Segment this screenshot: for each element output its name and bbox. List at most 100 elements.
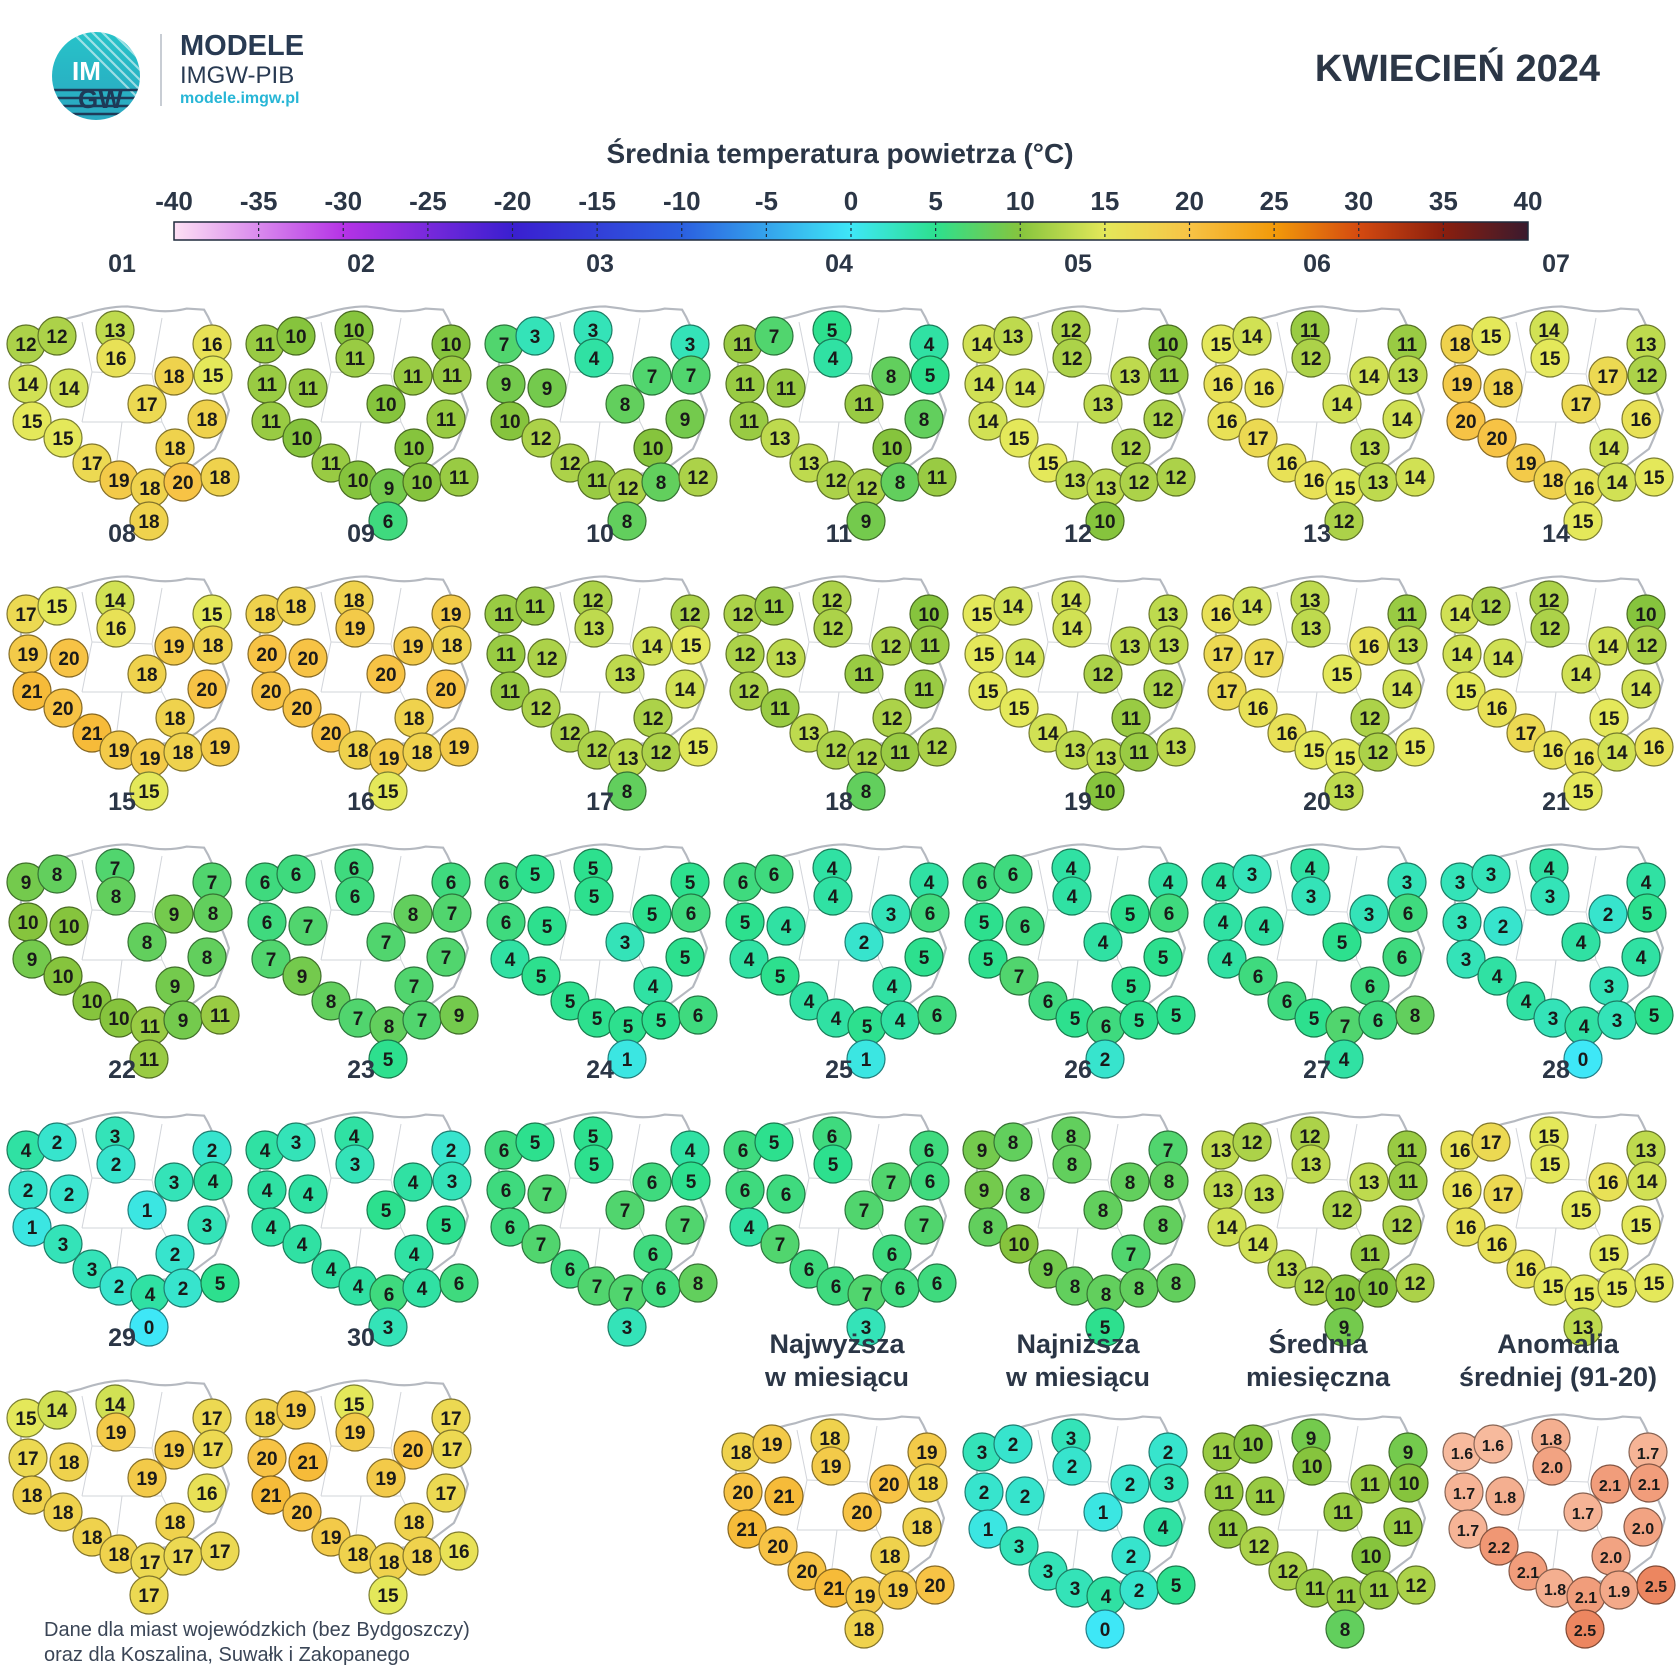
city-value: 16 [448, 1542, 469, 1563]
city-marker [368, 1039, 408, 1079]
city-value: 5 [862, 1017, 873, 1038]
city-value: 6 [656, 1279, 667, 1300]
city-marker [1085, 1609, 1125, 1649]
city-value: 15 [1331, 665, 1353, 686]
color-scale: -40 -35 -30 -25 -20 -15 -10 -5 0 5 10 15 20 25 30 35 40 [155, 186, 1542, 241]
city-marker [1477, 1224, 1517, 1264]
city-value: 14 [1391, 680, 1413, 701]
city-value: 13 [1157, 605, 1178, 626]
city-marker [251, 401, 291, 441]
city-marker [1005, 638, 1045, 678]
city-value: 7 [886, 1173, 897, 1194]
city-value: 11 [854, 665, 875, 686]
city-marker [426, 1473, 466, 1513]
city-marker [754, 1122, 794, 1162]
city-value: 17 [1247, 429, 1268, 450]
city-marker [846, 501, 886, 541]
city-value: 17 [1492, 1185, 1513, 1206]
city-marker [1156, 995, 1196, 1035]
city-marker [1563, 1039, 1603, 1079]
city-marker [1588, 894, 1628, 934]
city-value: 19 [854, 1587, 875, 1608]
city-value: 11 [770, 699, 791, 720]
city-marker [764, 1476, 804, 1516]
city-value: 5 [1125, 905, 1136, 926]
day-label: 25 [825, 1056, 853, 1084]
city-value: 19 [108, 471, 129, 492]
city-marker [1588, 1162, 1628, 1202]
city-value: 7 [919, 1216, 930, 1237]
day-label: 04 [825, 250, 853, 278]
border-line [1107, 317, 1119, 375]
city-marker [515, 1122, 555, 1162]
city-marker [1083, 1492, 1123, 1532]
city-value: 18 [196, 410, 217, 431]
border-line [1585, 317, 1597, 375]
city-marker [678, 727, 718, 767]
border-line [593, 1227, 601, 1275]
city-marker [754, 854, 794, 894]
city-value: 5 [1158, 948, 1169, 969]
city-marker [999, 1526, 1039, 1566]
brand-url-link[interactable]: modele.imgw.pl [180, 90, 300, 107]
city-marker [1627, 355, 1667, 395]
city-value: 4 [924, 873, 935, 894]
city-marker [43, 688, 83, 728]
city-value: 13 [1635, 335, 1656, 356]
border-line [1037, 1177, 1049, 1229]
city-value: 15 [1480, 327, 1502, 348]
city-value: 12 [1061, 349, 1082, 370]
border-line [1515, 1177, 1527, 1229]
city-value: 6 [924, 1141, 935, 1162]
city-marker [574, 608, 614, 648]
city-marker [1634, 727, 1674, 767]
city-value: 4 [1339, 1050, 1350, 1071]
city-marker [842, 1492, 882, 1532]
border-line [559, 909, 571, 961]
city-value: 12 [536, 649, 557, 670]
city-marker [754, 316, 794, 356]
border-line [1585, 587, 1597, 645]
city-marker [908, 1463, 948, 1503]
scale-tick-label: 10 [1006, 186, 1035, 216]
border-line [1071, 421, 1079, 469]
city-marker [1149, 625, 1189, 665]
city-value: 19 [375, 1469, 396, 1490]
city-value: 14 [17, 375, 39, 396]
city-value: 7 [447, 904, 458, 925]
border-line [354, 421, 362, 469]
city-value: 6 [977, 873, 988, 894]
city-marker [993, 1122, 1033, 1162]
border-line [1107, 855, 1119, 913]
city-marker [727, 1509, 767, 1549]
city-value: 10 [411, 473, 432, 494]
border-line [354, 1495, 362, 1543]
city-marker [521, 956, 561, 996]
border-line [1276, 591, 1288, 643]
city-marker [432, 1161, 472, 1201]
city-value: 7 [862, 1285, 873, 1306]
city-value: 21 [736, 1520, 758, 1541]
city-value: 13 [1064, 741, 1085, 762]
city-value: 19 [887, 1581, 908, 1602]
city-value: 18 [1542, 471, 1563, 492]
border-line [151, 317, 163, 375]
city-marker [760, 418, 800, 458]
city-value: 17 [136, 395, 157, 416]
city-value: 3 [58, 1235, 69, 1256]
city-marker [846, 1307, 886, 1347]
city-marker [758, 1526, 798, 1566]
city-value: 11 [261, 412, 282, 433]
city-value: 8 [886, 367, 897, 388]
city-value: 12 [1539, 619, 1560, 640]
city-marker [968, 939, 1008, 979]
city-marker [1085, 771, 1125, 811]
day-label: 18 [825, 788, 853, 816]
city-value: 6 [693, 1006, 704, 1027]
city-value: 7 [542, 1185, 553, 1206]
city-marker [49, 368, 89, 408]
city-value: 15 [1037, 454, 1059, 475]
border-line [559, 1127, 571, 1179]
city-value: 17 [209, 1542, 230, 1563]
